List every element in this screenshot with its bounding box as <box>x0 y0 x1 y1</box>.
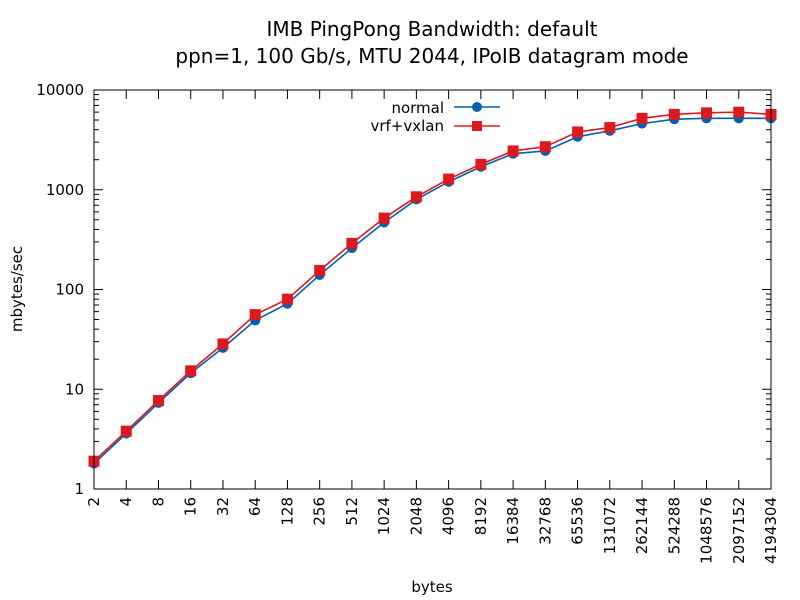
data-point <box>636 112 648 124</box>
x-tick-label: 262144 <box>633 497 651 554</box>
x-tick-label: 131072 <box>601 497 619 554</box>
data-point <box>572 126 584 138</box>
x-tick-label: 2 <box>85 497 103 507</box>
data-point <box>443 173 455 185</box>
series-line <box>93 117 771 465</box>
y-tick-label: 10000 <box>36 81 84 99</box>
x-tick-label: 4096 <box>440 497 458 535</box>
data-point <box>539 141 551 153</box>
x-tick-label: 1048576 <box>698 497 716 564</box>
data-point <box>507 145 519 157</box>
data-point <box>346 237 358 249</box>
series-layer <box>88 106 777 469</box>
y-tick-label: 1 <box>74 480 84 498</box>
chart-title-line2: ppn=1, 100 Gb/s, MTU 2044, IPoIB datagra… <box>175 44 688 68</box>
legend-label-normal: normal <box>391 99 444 117</box>
data-point <box>378 212 390 224</box>
x-tick-label: 16 <box>182 497 200 516</box>
data-point <box>217 338 229 350</box>
y-axis-label: mbytes/sec <box>8 246 26 332</box>
chart-title-line1: IMB PingPong Bandwidth: default <box>266 17 597 41</box>
x-tick-label: 16384 <box>504 497 522 545</box>
x-tick-label: 4 <box>117 497 135 507</box>
x-tick-label: 1024 <box>375 497 393 535</box>
y-tick-label: 1000 <box>46 181 84 199</box>
x-tick-label: 128 <box>278 497 296 526</box>
data-point <box>475 158 487 170</box>
tick-labels: 1 10 100 1000 10000 2 4 8 16 32 64 128 256 512 1024 204… <box>36 81 780 564</box>
x-axis-label: bytes <box>411 578 453 596</box>
axis-ticks <box>93 89 772 490</box>
x-tick-label: 256 <box>311 497 329 526</box>
data-point <box>249 309 261 321</box>
data-point <box>152 395 164 407</box>
x-tick-label: 4194304 <box>762 497 780 564</box>
x-tick-label: 8 <box>149 497 167 507</box>
data-point <box>668 108 680 120</box>
legend-marker-normal <box>472 102 482 112</box>
x-tick-label: 524288 <box>665 497 683 554</box>
data-point <box>120 425 132 437</box>
x-tick-label: 65536 <box>569 497 587 545</box>
x-tick-label: 2048 <box>407 497 425 535</box>
data-point <box>701 107 713 119</box>
legend-marker-vrf-vxlan <box>472 121 482 131</box>
x-tick-label: 2097152 <box>730 497 748 564</box>
plot-frame <box>93 89 772 490</box>
data-point <box>281 293 293 305</box>
data-point <box>604 122 616 134</box>
x-tick-label: 32768 <box>536 497 554 545</box>
data-point <box>410 191 422 203</box>
data-point <box>314 265 326 277</box>
x-tick-label: 32 <box>214 497 232 516</box>
data-point <box>733 106 745 118</box>
x-tick-label: 64 <box>246 497 264 516</box>
y-tick-label: 10 <box>65 380 84 398</box>
series-vrf-vxlan <box>88 106 777 467</box>
series-normal <box>89 113 776 469</box>
series-line <box>93 111 772 462</box>
x-tick-label: 8192 <box>472 497 490 535</box>
legend: normal vrf+vxlan <box>370 99 500 135</box>
data-point <box>185 365 197 377</box>
x-tick-label: 512 <box>343 497 361 526</box>
y-tick-label: 100 <box>55 281 84 299</box>
legend-label-vrf-vxlan: vrf+vxlan <box>370 117 444 135</box>
